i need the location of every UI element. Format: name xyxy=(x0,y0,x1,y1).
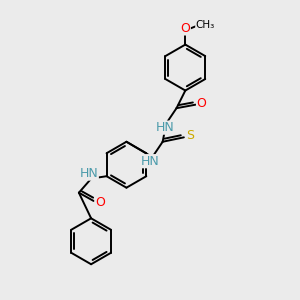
Text: CH₃: CH₃ xyxy=(196,20,215,30)
Text: HN: HN xyxy=(141,155,159,168)
Text: O: O xyxy=(95,196,105,209)
Text: O: O xyxy=(196,97,206,110)
Text: HN: HN xyxy=(80,167,98,180)
Text: HN: HN xyxy=(155,121,174,134)
Text: S: S xyxy=(186,129,194,142)
Text: O: O xyxy=(180,22,190,35)
